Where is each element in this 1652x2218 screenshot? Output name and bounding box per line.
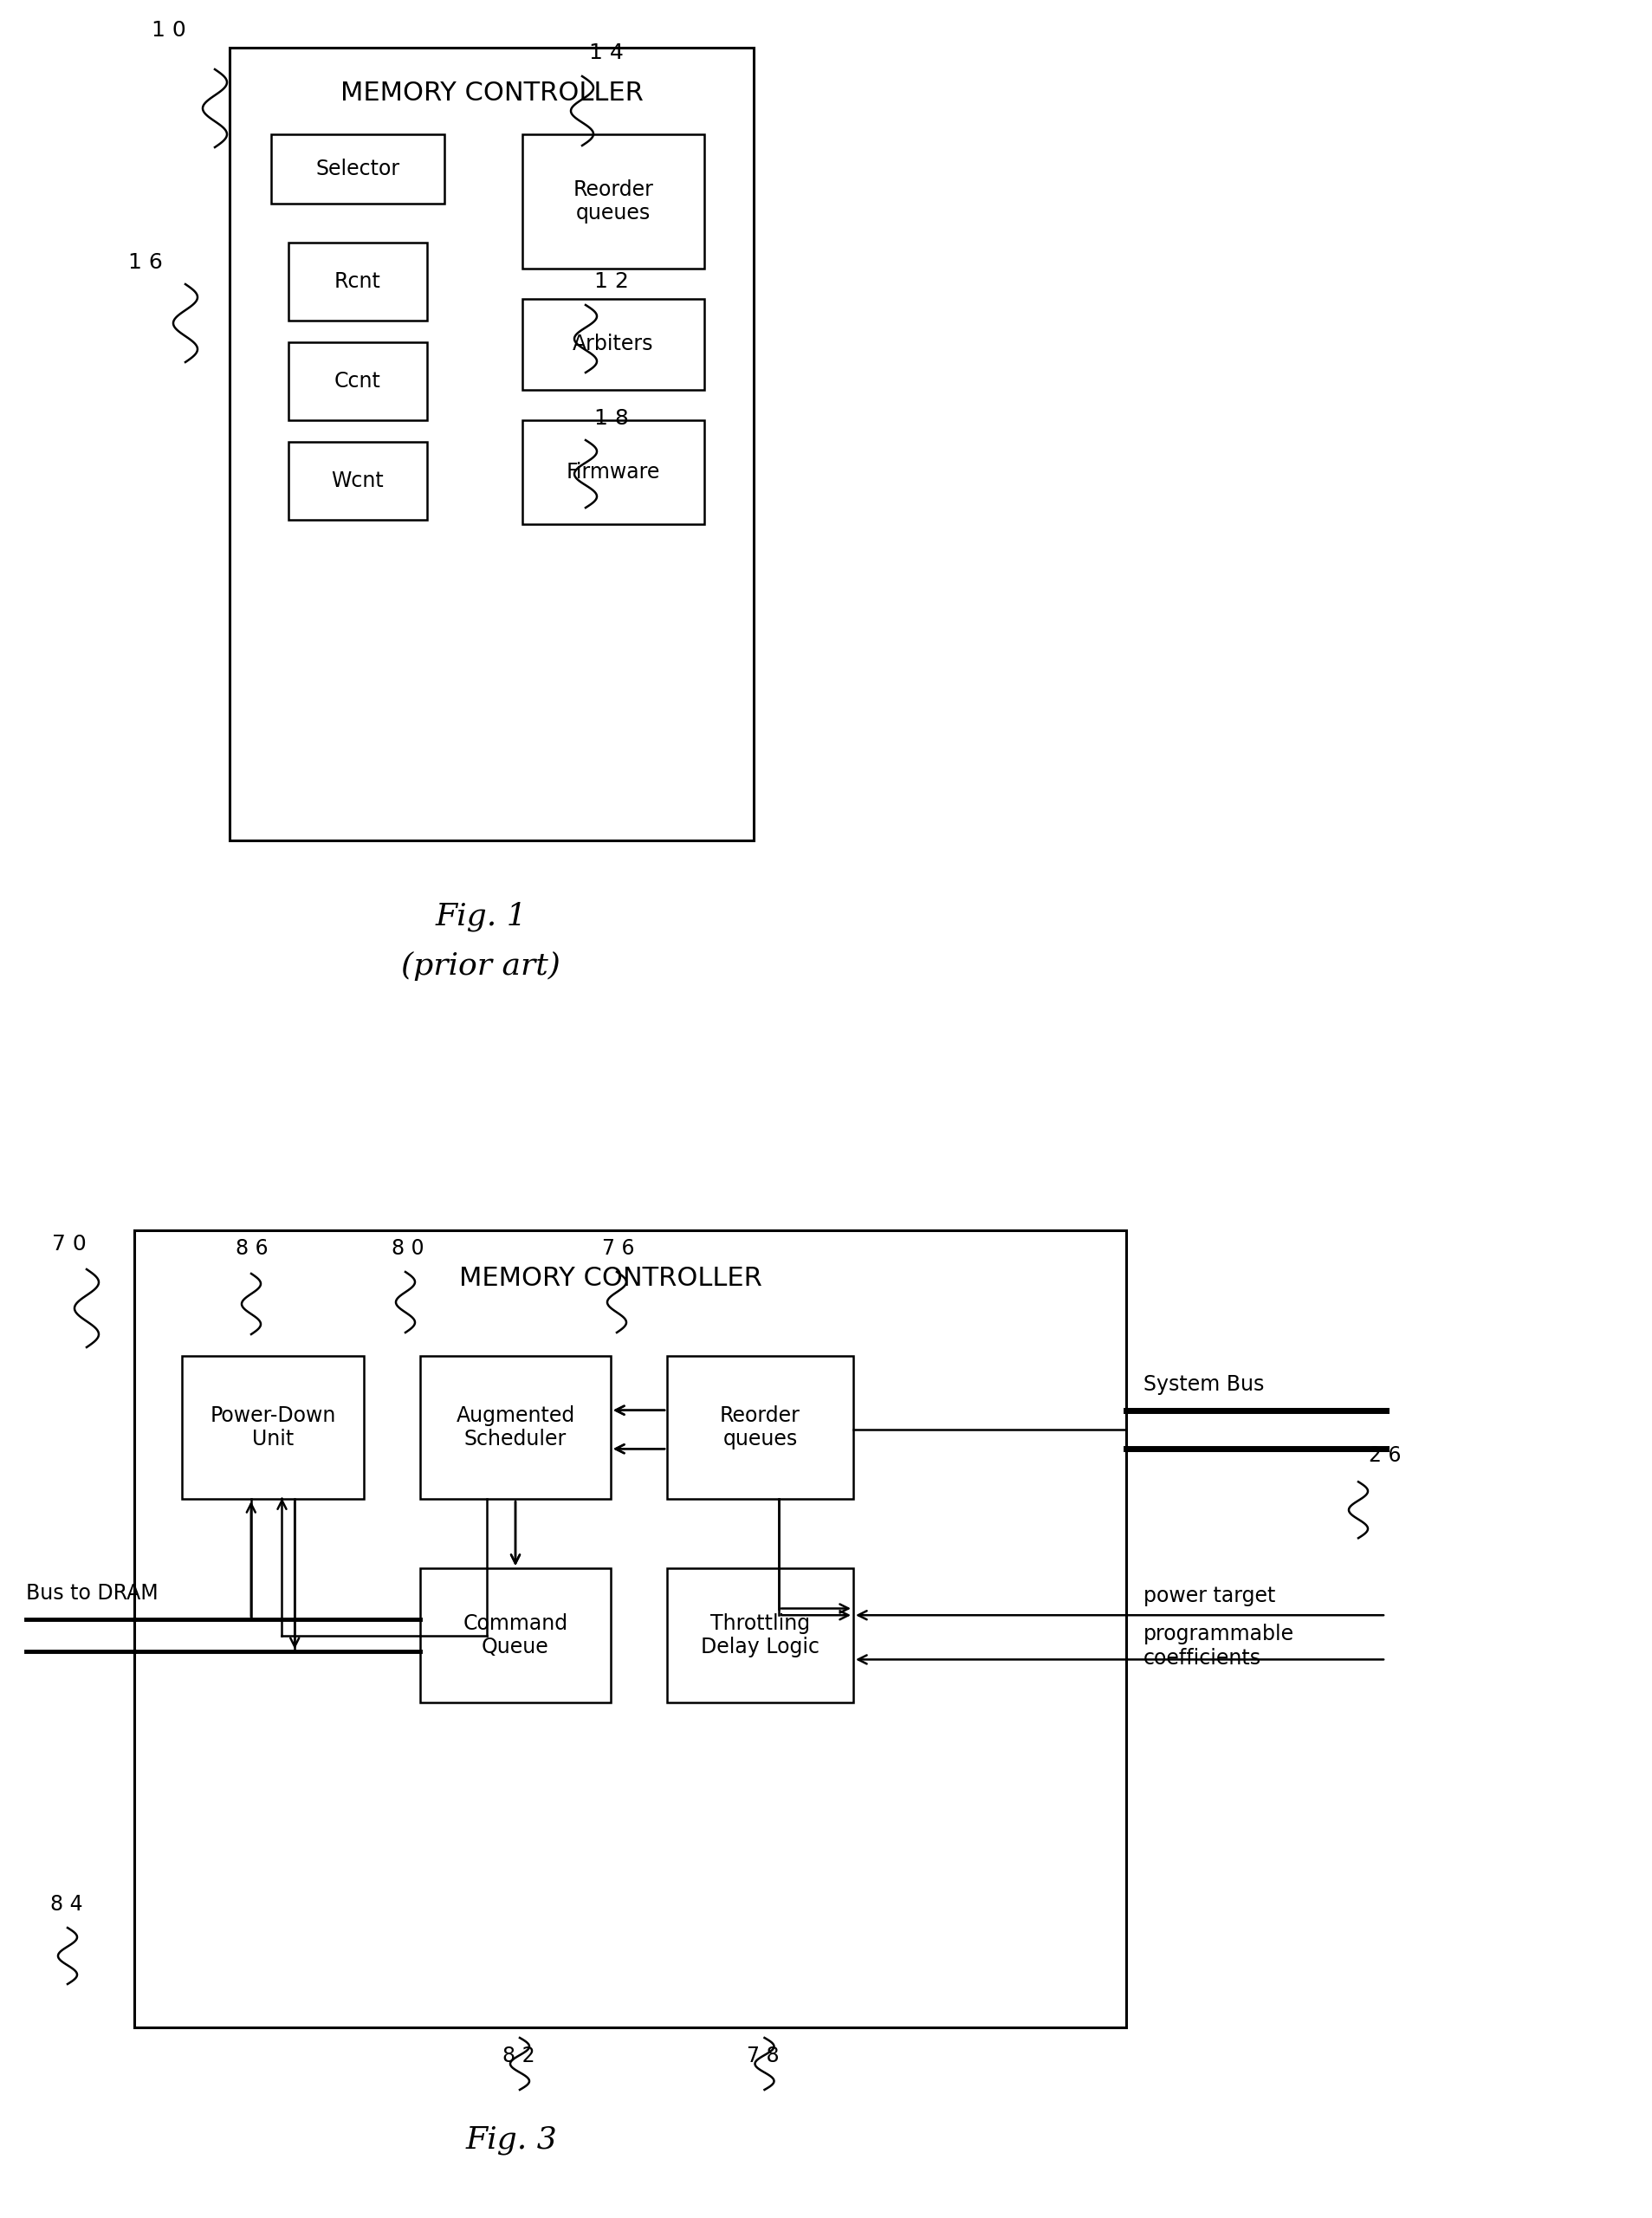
Text: Ccnt: Ccnt xyxy=(334,370,382,393)
Text: Selector: Selector xyxy=(316,157,400,180)
Text: 8 4: 8 4 xyxy=(50,1894,83,1914)
Bar xyxy=(134,1231,1125,2027)
Text: Reorder
queues: Reorder queues xyxy=(720,1404,800,1451)
Bar xyxy=(420,1568,610,1703)
Text: Wcnt: Wcnt xyxy=(332,470,383,490)
Bar xyxy=(420,1355,610,1499)
Text: 8 2: 8 2 xyxy=(502,2045,535,2067)
Text: power target: power target xyxy=(1143,1586,1275,1606)
Text: Command
Queue: Command Queue xyxy=(463,1612,568,1657)
Text: MEMORY CONTROLLER: MEMORY CONTROLLER xyxy=(459,1266,762,1291)
Text: 1 2: 1 2 xyxy=(595,271,628,293)
Text: Fig. 1: Fig. 1 xyxy=(434,903,527,932)
Text: 8 6: 8 6 xyxy=(236,1238,268,1260)
Text: 2 6: 2 6 xyxy=(1368,1446,1401,1466)
Bar xyxy=(271,135,444,204)
Text: 8 0: 8 0 xyxy=(392,1238,425,1260)
Bar xyxy=(230,47,753,841)
Text: programmable
coefficients: programmable coefficients xyxy=(1143,1624,1294,1668)
Text: 1 4: 1 4 xyxy=(588,42,623,64)
Text: 1 6: 1 6 xyxy=(129,253,162,273)
Text: Reorder
queues: Reorder queues xyxy=(573,180,653,224)
Bar xyxy=(522,419,704,523)
Text: Arbiters: Arbiters xyxy=(573,335,654,355)
Bar xyxy=(522,299,704,390)
Text: Augmented
Scheduler: Augmented Scheduler xyxy=(456,1404,575,1451)
Text: 1 0: 1 0 xyxy=(152,20,187,40)
Text: Firmware: Firmware xyxy=(567,461,659,484)
Bar xyxy=(182,1355,363,1499)
Text: 7 0: 7 0 xyxy=(51,1233,86,1255)
Bar xyxy=(289,342,426,419)
Bar xyxy=(522,135,704,268)
Bar xyxy=(667,1568,852,1703)
Text: Bus to DRAM: Bus to DRAM xyxy=(26,1584,159,1604)
Bar xyxy=(289,441,426,519)
Text: System Bus: System Bus xyxy=(1143,1373,1264,1395)
Bar xyxy=(667,1355,852,1499)
Text: Fig. 3: Fig. 3 xyxy=(466,2125,557,2154)
Bar xyxy=(289,242,426,322)
Text: Rcnt: Rcnt xyxy=(334,271,382,293)
Text: 7 6: 7 6 xyxy=(601,1238,634,1260)
Text: Power-Down
Unit: Power-Down Unit xyxy=(210,1404,335,1451)
Text: (prior art): (prior art) xyxy=(401,952,560,980)
Text: MEMORY CONTROLLER: MEMORY CONTROLLER xyxy=(340,80,643,104)
Text: 1 8: 1 8 xyxy=(595,408,628,428)
Text: 7 8: 7 8 xyxy=(747,2045,780,2067)
Text: Throttling
Delay Logic: Throttling Delay Logic xyxy=(700,1612,819,1657)
